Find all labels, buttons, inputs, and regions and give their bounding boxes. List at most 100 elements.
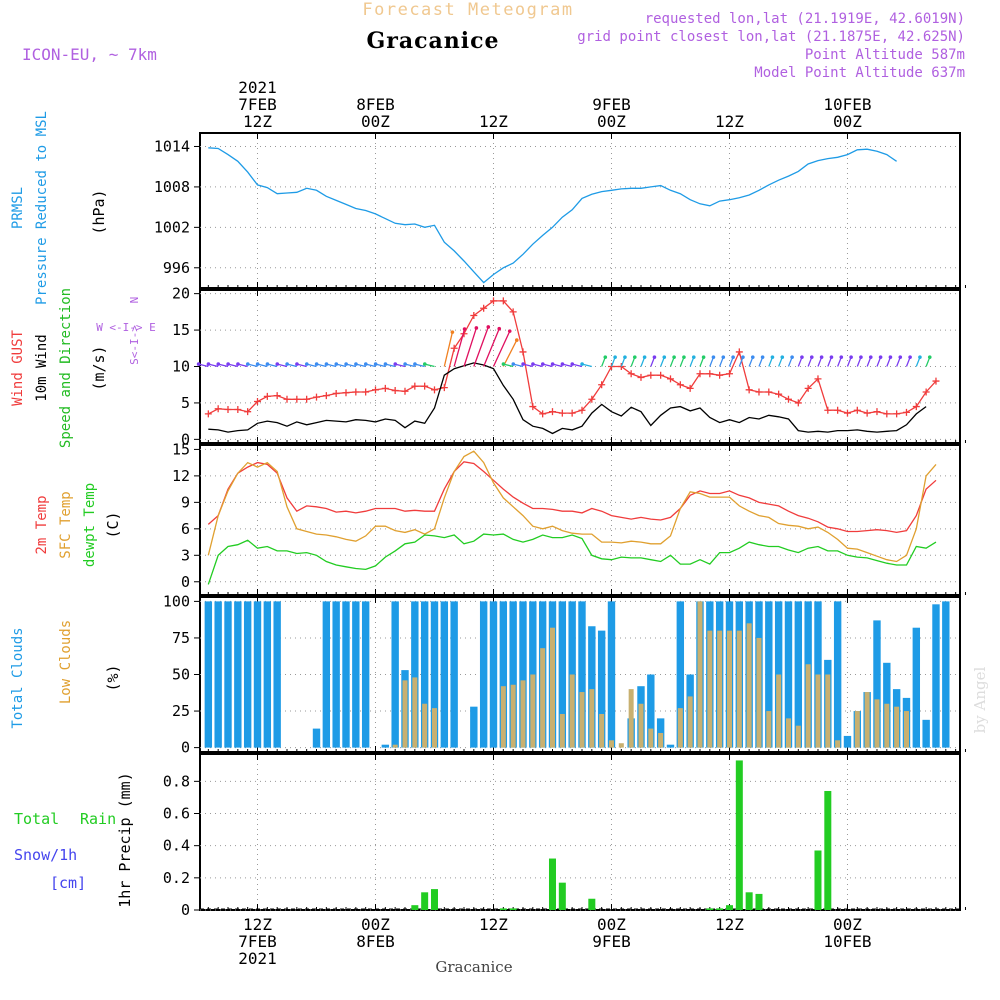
top-time-label: 00Z bbox=[361, 112, 390, 131]
gust-marker bbox=[696, 370, 704, 378]
total-clouds-bar bbox=[499, 601, 508, 748]
wind-arrow-head bbox=[314, 362, 319, 366]
low-clouds-bar bbox=[805, 664, 811, 748]
pressure-series-prmsl bbox=[208, 147, 897, 284]
temp-label-dewpt: dewpt Temp bbox=[82, 483, 98, 567]
gust-marker bbox=[794, 399, 802, 407]
top-time-label: 10FEB bbox=[823, 95, 871, 114]
wind-arrow-head bbox=[226, 362, 230, 366]
wind-arrow bbox=[483, 328, 500, 367]
wind-arrow-head bbox=[531, 362, 535, 366]
wind-arrow-head bbox=[393, 362, 398, 366]
wind-arrow-head bbox=[354, 362, 358, 366]
total-clouds-bar bbox=[932, 604, 940, 748]
wind-arrow-head bbox=[790, 355, 794, 359]
rain-bar bbox=[755, 893, 763, 910]
total-clouds-bar bbox=[489, 601, 498, 748]
wind-arrow-head bbox=[652, 355, 657, 359]
low-clouds-bar bbox=[431, 708, 437, 748]
wind-arrow-head bbox=[927, 355, 932, 359]
temp-series-2m-temp bbox=[207, 461, 937, 534]
low-clouds-bar bbox=[825, 674, 831, 748]
precip-rain-label: Rain bbox=[80, 810, 116, 828]
rain-bar bbox=[706, 908, 714, 910]
rain-bar bbox=[499, 908, 507, 910]
wind-arrow-head bbox=[878, 355, 883, 359]
wind-arrow-head bbox=[603, 355, 608, 359]
total-clouds-bar bbox=[381, 744, 390, 748]
top-time-label: 00Z bbox=[597, 112, 626, 131]
low-clouds-bar bbox=[510, 684, 516, 748]
wind-arrow-head bbox=[721, 355, 726, 359]
rain-bar bbox=[725, 905, 733, 910]
gust-marker bbox=[470, 312, 478, 319]
wind-unit: (m/s) bbox=[90, 345, 108, 390]
gust-marker bbox=[863, 409, 871, 417]
station-title: Gracanice bbox=[366, 28, 499, 54]
bottom-time-label: 7FEB bbox=[238, 932, 277, 951]
gust-marker bbox=[775, 390, 783, 398]
low-clouds-bar bbox=[766, 711, 772, 748]
gust-marker bbox=[509, 308, 517, 316]
low-clouds-bar bbox=[599, 713, 605, 748]
panels-layer: 9961002100810140510152003691215025507510… bbox=[154, 132, 966, 919]
rain-bar bbox=[745, 892, 753, 910]
precip-panel-frame bbox=[199, 753, 961, 911]
gust-marker bbox=[834, 406, 842, 414]
total-clouds-bar bbox=[332, 601, 340, 748]
top-time-label: 00Z bbox=[833, 112, 862, 131]
clouds-unit: (%) bbox=[104, 664, 122, 691]
low-clouds-bar bbox=[569, 674, 575, 748]
precip-ytick-label: 0.6 bbox=[163, 805, 190, 823]
low-clouds-bar bbox=[392, 744, 398, 748]
gust-marker bbox=[234, 405, 242, 413]
wind-arrow-head bbox=[550, 362, 555, 366]
wind-arrow-head bbox=[711, 355, 716, 359]
bottom-time-label: 12Z bbox=[479, 915, 508, 934]
gust-marker bbox=[204, 410, 212, 418]
gust-marker bbox=[391, 387, 399, 395]
wind-arrow bbox=[443, 332, 454, 367]
clouds-ytick-label: 25 bbox=[172, 702, 190, 720]
gust-marker bbox=[322, 392, 330, 400]
bottom-time-label: 00Z bbox=[833, 915, 862, 934]
temp-ytick-label: 9 bbox=[181, 493, 190, 511]
gust-marker bbox=[371, 386, 379, 394]
wind-arrow bbox=[492, 330, 511, 367]
low-clouds-bar bbox=[854, 711, 860, 748]
model-label: ICON-EU, ~ 7km bbox=[22, 45, 157, 64]
low-clouds-bar bbox=[648, 728, 654, 748]
top-time-label: 8FEB bbox=[356, 95, 395, 114]
wind-arrow-head bbox=[898, 355, 903, 359]
low-clouds-bar bbox=[746, 623, 752, 748]
total-clouds-bar bbox=[263, 601, 272, 748]
wind-arrow-head bbox=[701, 355, 706, 359]
gust-marker bbox=[735, 348, 743, 356]
wind-arrow-head bbox=[450, 330, 455, 334]
wind-arrow bbox=[453, 328, 466, 367]
pressure-label-1: PRMSL bbox=[10, 187, 26, 229]
total-clouds-bar bbox=[214, 601, 222, 748]
gust-marker bbox=[598, 381, 606, 389]
gust-marker bbox=[578, 406, 586, 414]
gust-marker bbox=[922, 388, 930, 396]
total-clouds-bar bbox=[873, 620, 881, 748]
wind-series-10m-wind bbox=[208, 362, 927, 435]
wind-arrow-head bbox=[780, 355, 785, 359]
total-clouds-bar bbox=[479, 601, 488, 748]
gust-marker bbox=[824, 406, 832, 414]
total-clouds-bar bbox=[519, 601, 527, 748]
gust-marker bbox=[401, 387, 409, 395]
wind-arrow-head bbox=[383, 362, 388, 366]
wind-label-dir: Speed and Direction bbox=[58, 288, 74, 448]
temp-series-sfc-temp bbox=[207, 450, 937, 563]
gust-marker bbox=[263, 392, 271, 400]
total-clouds-bar bbox=[588, 626, 596, 748]
gust-marker bbox=[873, 408, 881, 416]
point-altitude: Point Altitude 587m bbox=[805, 47, 965, 63]
wind-arrow-head bbox=[613, 355, 617, 359]
total-clouds-bar bbox=[352, 601, 360, 748]
wind-arrow-head bbox=[682, 355, 686, 359]
gust-marker bbox=[303, 395, 311, 403]
